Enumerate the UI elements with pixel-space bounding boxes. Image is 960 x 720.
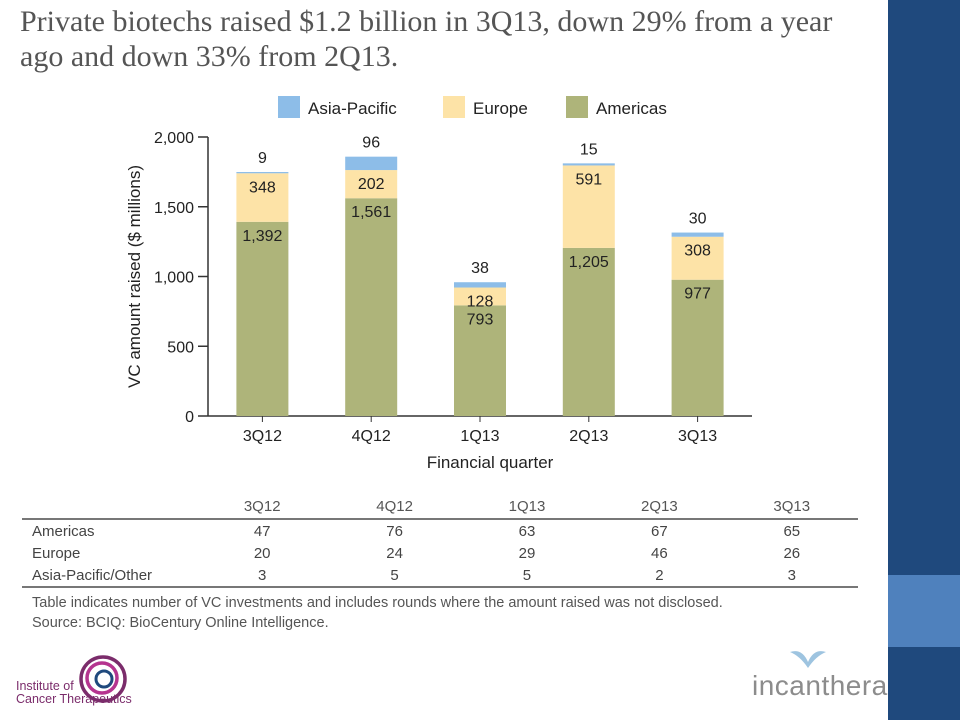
bar-segment	[236, 172, 289, 174]
bar-value-label: 308	[684, 243, 711, 260]
legend-swatch	[566, 96, 588, 118]
bar-value-label: 591	[575, 171, 602, 188]
bar-segment	[345, 198, 398, 416]
y-axis-title: VC amount raised ($ millions)	[125, 165, 144, 388]
legend-label: Europe	[473, 99, 528, 118]
table-cell: 65	[783, 523, 801, 540]
table-header-cell: 3Q12	[196, 498, 329, 520]
table-source: Source: BCIQ: BioCentury Online Intellig…	[32, 615, 329, 631]
table-row: Europe 20 24 29 46 26	[22, 542, 858, 564]
table-header-cell: 4Q12	[328, 498, 461, 520]
table-header-cell: 2Q13	[593, 498, 726, 520]
table-row-label: Europe	[32, 545, 81, 562]
table-row-label: Asia-Pacific/Other	[22, 564, 196, 588]
ict-logo-line2: Cancer Therapeutics	[16, 692, 132, 706]
bar-value-label: 1,561	[351, 204, 391, 221]
incanthera-wing-icon	[790, 651, 826, 668]
bar-value-label: 30	[689, 211, 707, 228]
table-row: Asia-Pacific/Other 3 5 5 2 3	[22, 564, 858, 588]
bar-segment	[562, 165, 615, 248]
x-tick-label: 3Q13	[678, 428, 717, 445]
ict-logo-text: Institute of Cancer Therapeutics	[16, 680, 132, 706]
x-tick-label: 2Q13	[569, 428, 608, 445]
x-tick-label: 1Q13	[460, 428, 499, 445]
bar-value-label: 96	[362, 135, 380, 152]
slide-title: Private biotechs raised $1.2 billion in …	[20, 5, 833, 73]
bar-value-label: 38	[471, 260, 489, 277]
table-header-row: 3Q12 4Q12 1Q13 2Q13 3Q13	[22, 498, 858, 520]
table-cell: 67	[651, 523, 668, 540]
legend-swatch	[278, 96, 300, 118]
y-tick-label: 500	[167, 339, 194, 356]
table-row-label: Americas	[32, 523, 95, 540]
table-cell: 3	[196, 564, 329, 588]
table-cell: 20	[253, 545, 271, 562]
bar-segment	[562, 163, 615, 166]
ict-logo: Institute of Cancer Therapeutics	[14, 652, 132, 712]
bar-segment	[345, 170, 398, 199]
ict-logo-line1: Institute of	[16, 679, 74, 693]
y-tick-label: 1,500	[154, 200, 194, 217]
table-cell: 47	[253, 523, 271, 540]
bar-segment	[236, 221, 289, 416]
bar-value-label: 1,392	[242, 228, 282, 245]
table-cell: 5	[460, 564, 594, 588]
bar-value-label: 977	[684, 286, 711, 303]
bar-segment	[562, 247, 615, 416]
bar-value-label: 348	[249, 179, 276, 196]
x-axis-title: Financial quarter	[427, 453, 554, 472]
table-cell: 2	[593, 564, 726, 588]
stacked-bar-chart: 0 500 1,000 1,500 2,000 1,392 348 9 3Q12 1,561 202…	[125, 96, 752, 472]
y-tick-label: 1,000	[154, 270, 194, 287]
investments-table: 3Q12 4Q12 1Q13 2Q13 3Q13 Americas 47 76 …	[22, 498, 858, 588]
table-cell: 76	[386, 523, 403, 540]
x-tick-label: 4Q12	[352, 428, 391, 445]
table-cell: 3	[725, 564, 858, 588]
bar-segment	[671, 236, 724, 280]
table-row: Americas 47 76 63 67 65	[22, 519, 858, 542]
ict-logo-rings-icon	[79, 655, 127, 703]
table-header-cell: 3Q13	[725, 498, 858, 520]
bar-value-label: 9	[258, 150, 267, 167]
bar-value-label: 15	[580, 141, 598, 158]
bar-segment	[454, 287, 506, 306]
bar-value-label: 202	[358, 176, 385, 193]
bar-segment	[454, 282, 506, 288]
table-cell: 26	[783, 545, 801, 562]
investments-table-area: 3Q12 4Q12 1Q13 2Q13 3Q13 Americas 47 76 …	[22, 498, 858, 633]
y-tick-label: 2,000	[154, 130, 194, 147]
bar-value-label: 793	[467, 311, 494, 328]
bar-segment	[671, 279, 724, 416]
incanthera-logo: incanthera	[736, 648, 887, 712]
table-corner	[22, 498, 196, 520]
table-header-cell: 1Q13	[460, 498, 594, 520]
y-tick-label: 0	[185, 409, 194, 426]
bar-segment	[345, 156, 398, 171]
bar-segment	[454, 305, 506, 416]
table-cell: 24	[386, 545, 403, 562]
table-cell: 46	[651, 545, 668, 562]
legend-label: Asia-Pacific	[308, 99, 397, 118]
table-cell: 63	[518, 523, 536, 540]
side-bar-accent	[888, 575, 960, 647]
bar-value-label: 1,205	[569, 254, 609, 271]
legend-swatch	[443, 96, 465, 118]
table-cell: 5	[328, 564, 461, 588]
table-note: Table indicates number of VC investments…	[32, 595, 723, 611]
incanthera-logo-text: incanthera	[752, 670, 888, 701]
bar-value-label: 128	[467, 294, 494, 311]
table-cell: 29	[518, 545, 536, 562]
x-tick-label: 3Q12	[243, 428, 282, 445]
bar-segment	[671, 232, 724, 237]
bar-segment	[236, 173, 289, 222]
legend-label: Americas	[596, 99, 667, 118]
